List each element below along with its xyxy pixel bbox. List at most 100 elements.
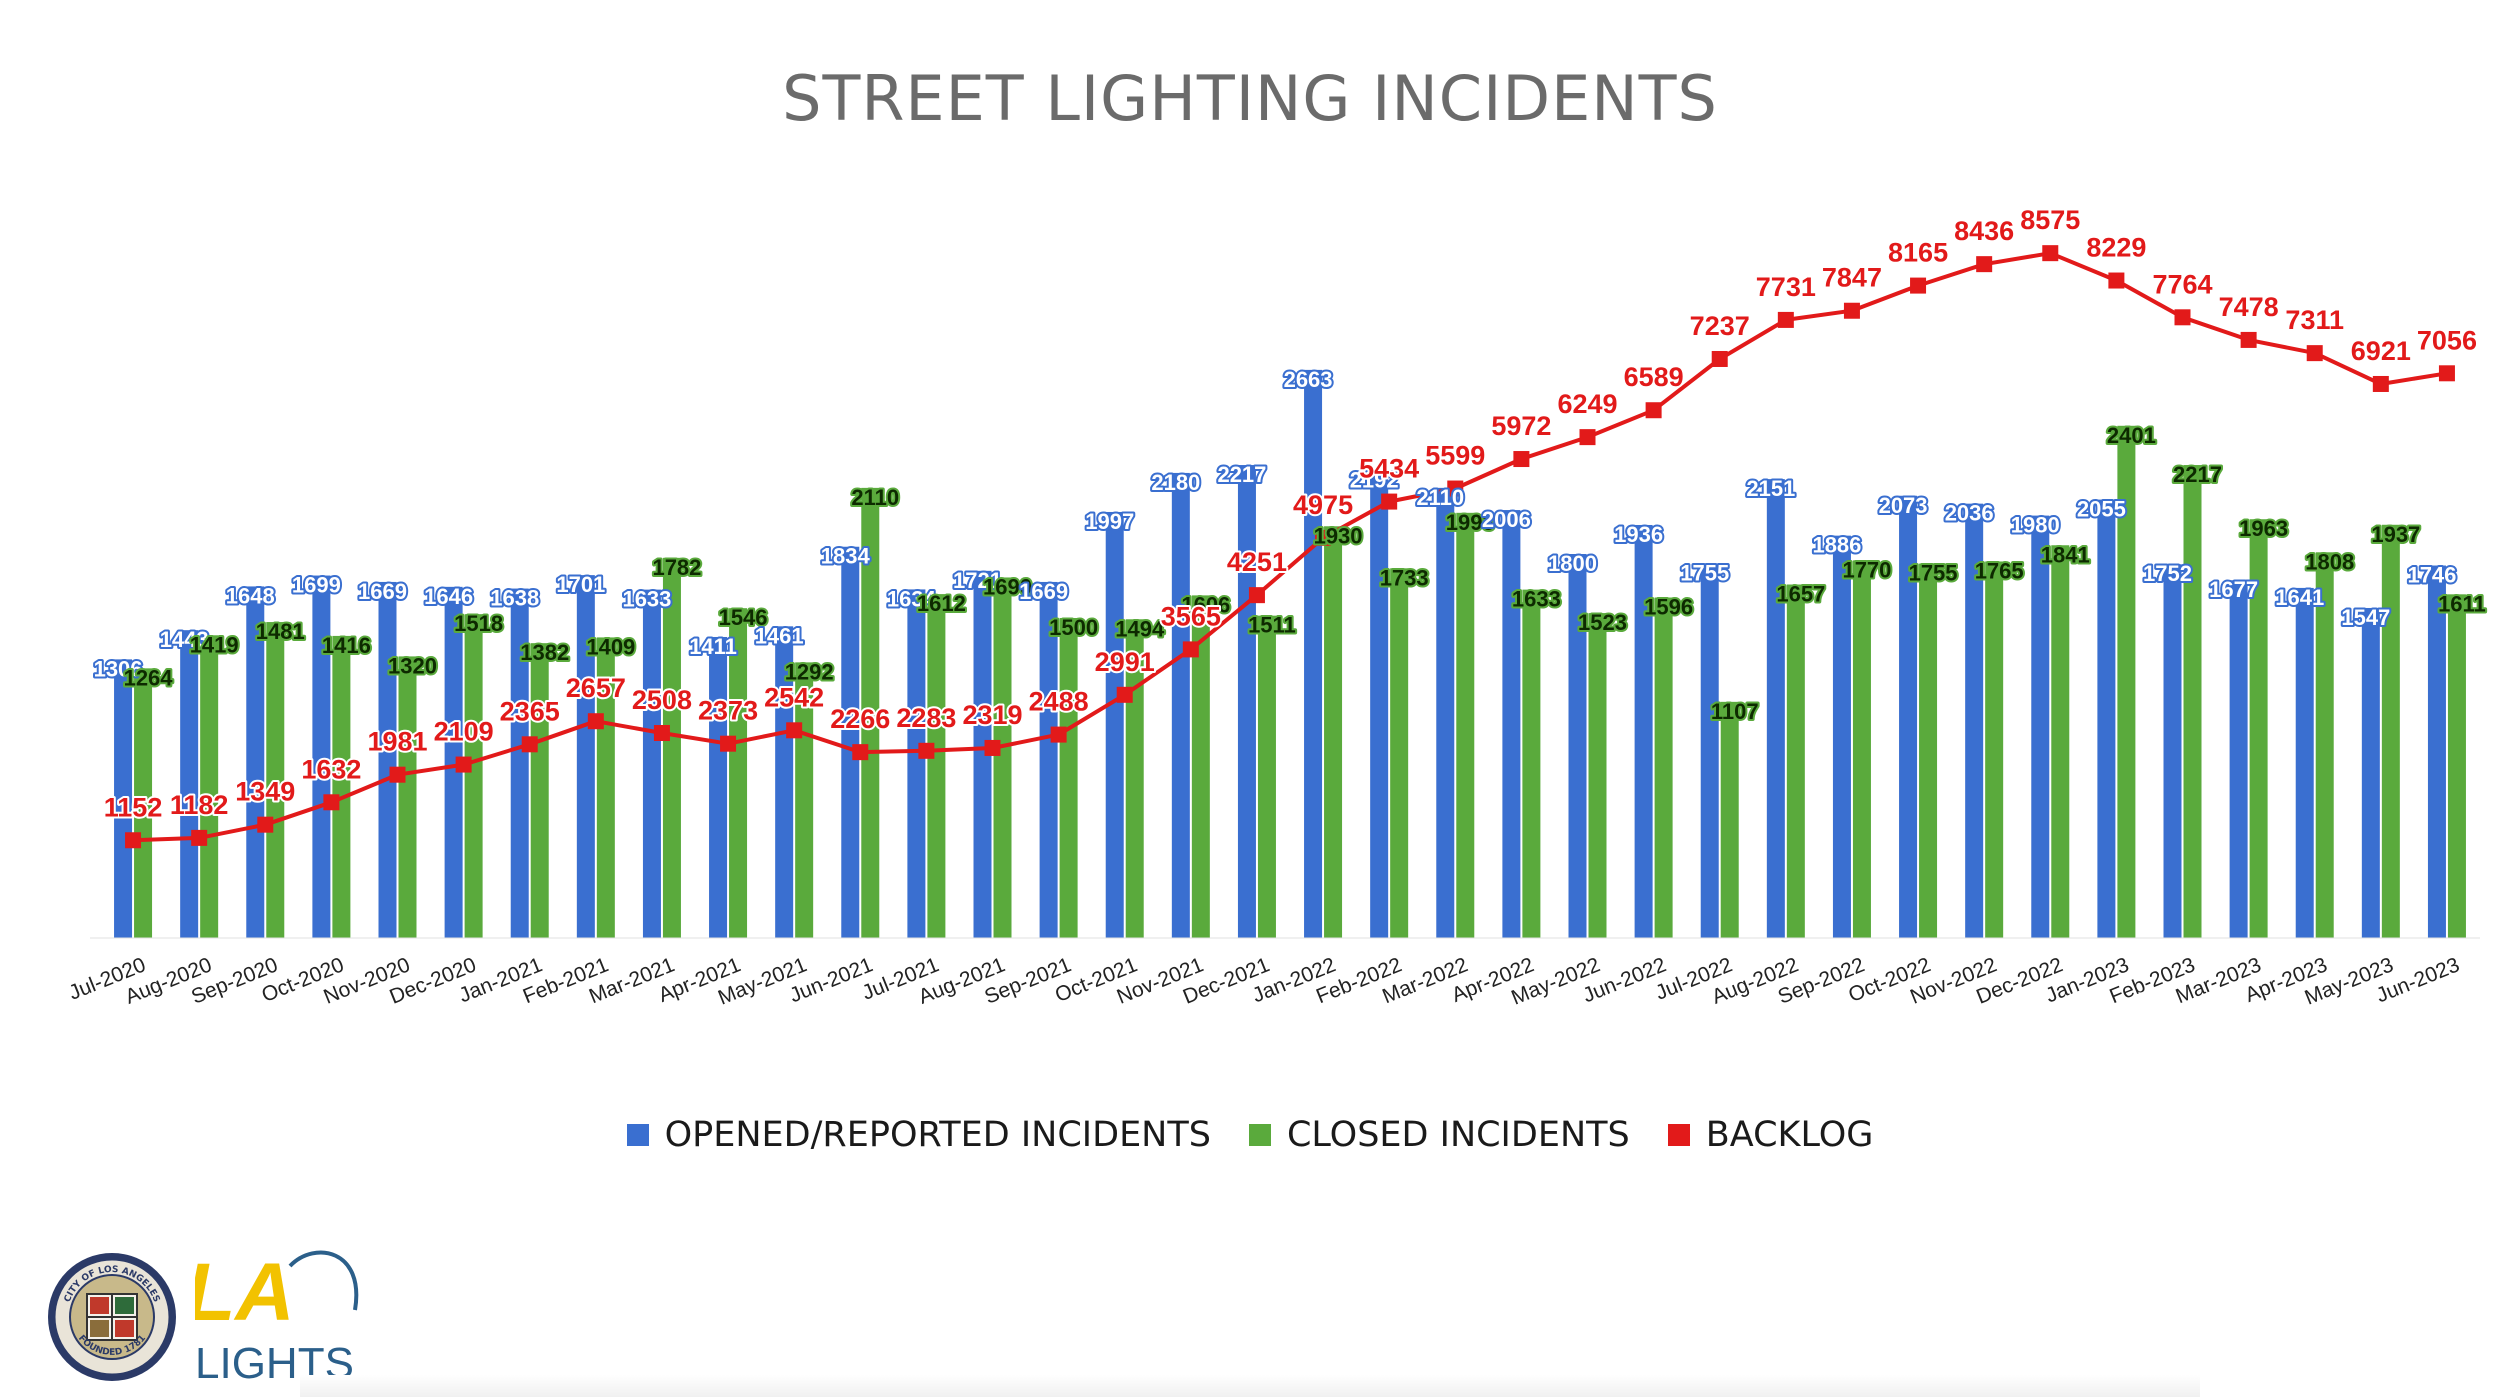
backlog-marker-Feb-2022 <box>1381 493 1398 510</box>
backlog-marker-Aug-2020 <box>191 829 208 846</box>
la-brand-mark: LA <box>195 1247 295 1338</box>
chart-title: STREET LIGHTING INCIDENTS <box>782 62 1718 135</box>
label-closed-Jul-2021: 1612 <box>917 591 966 616</box>
label-backlog-Oct-2020: 1632 <box>301 754 361 784</box>
label-backlog-Feb-2022: 5434 <box>1359 454 1419 484</box>
backlog-marker-Aug-2021 <box>984 739 1001 756</box>
label-closed-Feb-2022: 1733 <box>1380 565 1429 590</box>
label-opened-Nov-2021: 2180 <box>1151 470 1200 495</box>
bar-closed-Jun-2022 <box>1654 597 1673 938</box>
bar-opened-May-2021 <box>775 626 794 938</box>
backlog-marker-Sep-2020 <box>257 816 274 833</box>
backlog-marker-Oct-2020 <box>323 794 340 811</box>
backlog-marker-Dec-2020 <box>455 756 472 773</box>
label-backlog-Aug-2021: 2319 <box>962 700 1022 730</box>
label-backlog-Jun-2023: 7056 <box>2417 325 2477 355</box>
label-opened-Jun-2023: 1746 <box>2407 563 2456 588</box>
label-closed-Nov-2020: 1320 <box>388 653 437 678</box>
label-closed-Aug-2021: 1690 <box>983 574 1032 599</box>
backlog-marker-Mar-2021 <box>653 725 670 742</box>
bar-closed-Nov-2022 <box>1985 561 2004 938</box>
bar-closed-Jun-2021 <box>861 487 880 938</box>
label-opened-May-2021: 1461 <box>755 623 804 648</box>
label-backlog-Aug-2022: 7731 <box>1756 272 1816 302</box>
label-opened-Aug-2020: 1443 <box>160 627 209 652</box>
label-closed-Jan-2021: 1382 <box>520 640 569 665</box>
bar-opened-Jul-2021 <box>907 589 926 938</box>
label-backlog-Jul-2021: 2283 <box>896 703 956 733</box>
label-closed-Apr-2021: 1546 <box>719 605 768 630</box>
label-closed-Apr-2023: 1808 <box>2305 549 2354 574</box>
bar-closed-Aug-2020 <box>200 635 219 938</box>
legend-item-closed: CLOSED INCIDENTS <box>1248 1115 1630 1155</box>
label-opened-Oct-2020: 1699 <box>292 573 341 598</box>
label-backlog-Nov-2020: 1981 <box>367 727 427 757</box>
label-closed-Jun-2021: 2110 <box>851 485 899 510</box>
bar-opened-Dec-2020 <box>444 586 463 938</box>
bar-opened-Oct-2021 <box>1105 511 1124 938</box>
label-backlog-Nov-2021: 3565 <box>1161 601 1221 631</box>
label-closed-Jun-2022: 1596 <box>1644 595 1693 620</box>
label-backlog-Jan-2023: 8229 <box>2086 233 2146 263</box>
bar-opened-Aug-2020 <box>180 630 199 938</box>
label-backlog-May-2022: 6249 <box>1557 389 1617 419</box>
label-backlog-Apr-2021: 2373 <box>698 696 758 726</box>
label-closed-Mar-2022: 1993 <box>1446 510 1495 535</box>
bar-opened-Sep-2021 <box>1039 581 1058 938</box>
label-backlog-Sep-2020: 1349 <box>235 777 295 807</box>
bar-closed-Sep-2022 <box>1852 560 1871 938</box>
bar-opened-Jul-2022 <box>1700 563 1719 938</box>
label-opened-Feb-2023: 1752 <box>2143 561 2192 586</box>
label-opened-Feb-2021: 1701 <box>556 572 605 597</box>
bar-closed-Mar-2022 <box>1456 512 1475 938</box>
legend-swatch-closed <box>1248 1124 1271 1146</box>
bar-closed-Jul-2020 <box>134 668 153 938</box>
bar-opened-Oct-2022 <box>1899 495 1918 938</box>
label-opened-Apr-2021: 1411 <box>689 634 737 659</box>
label-closed-Oct-2022: 1755 <box>1909 561 1958 586</box>
x-axis-ticks: Jul-2020Aug-2020Sep-2020Oct-2020Nov-2020… <box>66 937 2480 1010</box>
label-backlog-Apr-2023: 7311 <box>2285 305 2344 335</box>
backlog-marker-Oct-2021 <box>1116 686 1133 703</box>
label-opened-Nov-2022: 2036 <box>1945 501 1994 526</box>
label-opened-Jun-2021: 1834 <box>821 544 871 569</box>
label-opened-May-2023: 1547 <box>2341 605 2390 630</box>
bar-opened-Dec-2021 <box>1237 465 1256 938</box>
bar-opened-Jan-2021 <box>510 588 529 938</box>
label-opened-Jul-2022: 1755 <box>1680 561 1729 586</box>
label-closed-Jul-2022: 1107 <box>1711 699 1759 724</box>
bar-opened-Nov-2021 <box>1171 472 1190 938</box>
bar-closed-Jul-2021 <box>927 594 946 938</box>
bar-opened-Nov-2022 <box>1965 503 1984 938</box>
bar-opened-Jan-2023 <box>2097 499 2116 938</box>
bar-opened-Jun-2023 <box>2427 565 2446 938</box>
label-opened-Jul-2021: 1634 <box>887 586 937 611</box>
label-opened-Oct-2021: 1997 <box>1085 509 1134 534</box>
backlog-marker-Feb-2021 <box>587 713 604 730</box>
bar-closed-Dec-2020 <box>464 614 483 938</box>
bar-closed-Nov-2020 <box>398 656 417 938</box>
label-backlog-Feb-2023: 7764 <box>2152 269 2212 299</box>
backlog-marker-Apr-2021 <box>720 735 737 752</box>
label-opened-Feb-2022: 2192 <box>1350 467 1399 492</box>
bar-opened-Feb-2023 <box>2163 564 2182 938</box>
label-opened-Oct-2022: 2073 <box>1879 493 1928 518</box>
city-seal-logo: CITY OF LOS ANGELES FOUNDED 1781 <box>48 1253 176 1381</box>
label-closed-Sep-2021: 1500 <box>1049 615 1098 640</box>
label-backlog-Jun-2022: 6589 <box>1624 362 1684 392</box>
bar-closed-Apr-2023 <box>2315 552 2334 938</box>
backlog-marker-Jan-2021 <box>521 736 538 753</box>
bar-opened-Apr-2023 <box>2295 587 2314 938</box>
bar-opened-Aug-2021 <box>973 570 992 938</box>
bar-closed-Aug-2022 <box>1786 584 1805 938</box>
bar-closed-Mar-2021 <box>662 557 681 938</box>
bar-opened-Oct-2020 <box>312 575 331 938</box>
label-backlog-May-2023: 6921 <box>2351 336 2411 366</box>
footer-shadow <box>300 1375 2200 1397</box>
label-closed-Mar-2023: 1963 <box>2239 516 2288 541</box>
label-closed-Sep-2020: 1481 <box>256 619 305 644</box>
label-closed-Mar-2021: 1782 <box>652 555 701 580</box>
bar-opened-Apr-2021 <box>709 636 728 938</box>
label-opened-Dec-2020: 1646 <box>424 584 473 609</box>
